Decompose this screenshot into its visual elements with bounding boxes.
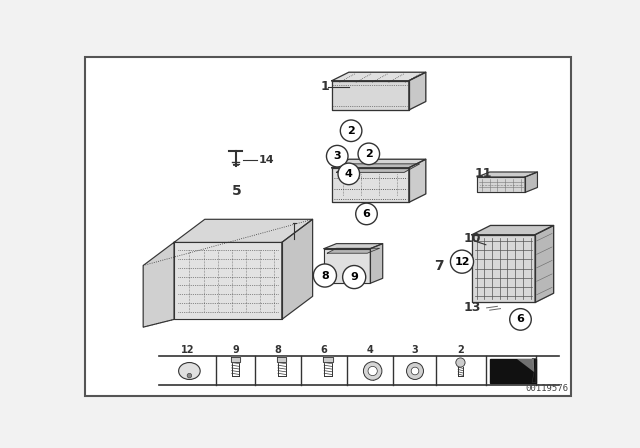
- Polygon shape: [535, 225, 554, 302]
- Text: 2: 2: [365, 149, 372, 159]
- Polygon shape: [472, 225, 554, 235]
- Polygon shape: [174, 242, 282, 319]
- Polygon shape: [324, 249, 371, 283]
- Circle shape: [364, 362, 382, 380]
- Text: 7: 7: [435, 258, 444, 272]
- Text: 12: 12: [454, 257, 470, 267]
- Text: 4: 4: [345, 169, 353, 179]
- Circle shape: [406, 362, 424, 379]
- Text: 9: 9: [232, 345, 239, 355]
- Polygon shape: [490, 359, 536, 383]
- Circle shape: [342, 266, 365, 289]
- Text: 6: 6: [321, 345, 328, 355]
- Polygon shape: [323, 357, 333, 362]
- Circle shape: [509, 309, 531, 330]
- Text: 14: 14: [259, 155, 275, 165]
- Polygon shape: [477, 177, 525, 192]
- Text: 3: 3: [333, 151, 341, 161]
- Text: 2: 2: [348, 126, 355, 136]
- Text: 4: 4: [367, 345, 374, 355]
- Text: 6: 6: [516, 314, 524, 324]
- Circle shape: [411, 367, 419, 375]
- Polygon shape: [477, 172, 538, 177]
- Text: 1: 1: [320, 80, 329, 93]
- Polygon shape: [516, 359, 534, 372]
- Circle shape: [338, 163, 360, 185]
- Polygon shape: [324, 244, 383, 249]
- Polygon shape: [143, 242, 174, 327]
- Text: 8: 8: [275, 345, 282, 355]
- Text: 8: 8: [321, 271, 329, 280]
- Text: 10: 10: [463, 232, 481, 245]
- Polygon shape: [332, 159, 426, 168]
- Circle shape: [187, 373, 192, 378]
- Text: 12: 12: [181, 345, 195, 355]
- Circle shape: [314, 264, 337, 287]
- Polygon shape: [332, 72, 426, 81]
- Polygon shape: [472, 235, 535, 302]
- Polygon shape: [409, 72, 426, 110]
- Text: 11: 11: [474, 167, 492, 180]
- Ellipse shape: [179, 362, 200, 379]
- Text: 13: 13: [463, 302, 481, 314]
- Polygon shape: [409, 159, 426, 202]
- Text: 00119576: 00119576: [525, 383, 568, 392]
- Circle shape: [356, 203, 378, 225]
- Circle shape: [451, 250, 474, 273]
- Polygon shape: [525, 172, 538, 192]
- Polygon shape: [371, 244, 383, 283]
- Circle shape: [358, 143, 380, 165]
- Polygon shape: [332, 81, 409, 110]
- Text: 2: 2: [457, 345, 464, 355]
- Polygon shape: [332, 168, 409, 202]
- Circle shape: [456, 358, 465, 367]
- Polygon shape: [532, 359, 536, 383]
- Circle shape: [340, 120, 362, 142]
- Text: 6: 6: [363, 209, 371, 219]
- Polygon shape: [337, 164, 420, 172]
- Polygon shape: [231, 357, 240, 362]
- Text: 5: 5: [232, 184, 241, 198]
- Polygon shape: [282, 220, 312, 319]
- Text: 9: 9: [350, 272, 358, 282]
- Polygon shape: [327, 248, 380, 253]
- Text: 3: 3: [412, 345, 419, 355]
- Circle shape: [326, 146, 348, 167]
- Polygon shape: [277, 357, 287, 362]
- Circle shape: [368, 366, 378, 375]
- FancyBboxPatch shape: [84, 57, 572, 396]
- Polygon shape: [174, 220, 312, 242]
